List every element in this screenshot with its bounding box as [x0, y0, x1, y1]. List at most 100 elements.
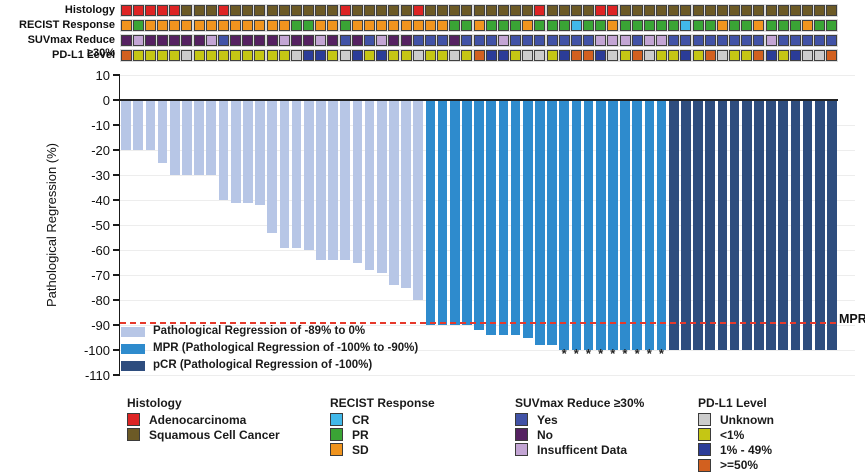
- track-cell: [546, 50, 558, 61]
- legend-swatch: [330, 443, 343, 457]
- track-cell: [400, 50, 412, 61]
- track-cell: [789, 5, 801, 16]
- y-tick-mark: [112, 274, 119, 276]
- track-cell: [668, 50, 680, 61]
- track-cell: [437, 20, 448, 31]
- track-cell: [351, 35, 363, 46]
- track-cell: [485, 20, 497, 31]
- regression-bar: [535, 100, 545, 345]
- legend-swatch: [698, 428, 711, 442]
- track-cell: [230, 5, 242, 16]
- track-cell: [656, 35, 668, 46]
- track-cell: [765, 20, 777, 31]
- track-cell: [363, 5, 375, 16]
- track-cell: [680, 50, 692, 61]
- legend-label: <1%: [720, 427, 745, 442]
- track-cell: [789, 20, 801, 31]
- track-cell: [765, 35, 777, 46]
- track-cell: [473, 5, 485, 16]
- track-cell: [643, 35, 655, 46]
- regression-bar: [827, 100, 837, 350]
- regression-bar: [425, 100, 436, 325]
- track-cell: [510, 50, 522, 61]
- track-cell: [826, 50, 838, 61]
- track-cell: [254, 20, 266, 31]
- track-cell: [497, 50, 509, 61]
- track-cell: [278, 5, 290, 16]
- track-cell: [534, 20, 546, 31]
- track-cell: [643, 5, 655, 16]
- track-cell: [339, 5, 351, 16]
- track-cell: [802, 35, 814, 46]
- track-cell: [497, 5, 509, 16]
- track-cell: [704, 5, 716, 16]
- track-cell: [193, 20, 205, 31]
- track-cell: [120, 20, 132, 31]
- track-cell: [388, 35, 400, 46]
- track-cell: [534, 50, 546, 61]
- track-cell: [534, 35, 546, 46]
- legend-group-title: SUVmax Reduce ≥30%: [515, 396, 645, 410]
- track-cell: [595, 20, 607, 31]
- regression-bar: [766, 100, 776, 350]
- track-cell: [412, 50, 424, 61]
- gridline: [120, 374, 855, 376]
- regression-bar: [608, 100, 618, 350]
- plot-legend-label: pCR (Pathological Regression of -100%): [153, 359, 373, 371]
- track-cell: [802, 50, 814, 61]
- legend-group-title: PD-L1 Level: [698, 396, 767, 410]
- regression-bar: [449, 100, 460, 325]
- track-cell: [814, 5, 826, 16]
- track-cell: [315, 35, 327, 46]
- regression-bar: [437, 100, 448, 325]
- track-cell: [522, 50, 534, 61]
- regression-bar: [230, 100, 241, 203]
- track-cell: [132, 50, 144, 61]
- regression-bar: [364, 100, 375, 270]
- track-cell: [290, 20, 302, 31]
- track-cell: [802, 20, 814, 31]
- track-cell: [510, 5, 522, 16]
- regression-bar: [741, 100, 752, 350]
- regression-bar: [389, 100, 399, 285]
- track-cell: [157, 50, 169, 61]
- regression-bar: [693, 100, 703, 350]
- track-cell: [765, 5, 777, 16]
- y-tick-mark: [112, 324, 119, 326]
- track-cell: [205, 50, 217, 61]
- track-cell: [217, 5, 229, 16]
- track-cell: [814, 20, 826, 31]
- track-cell: [473, 20, 485, 31]
- track-cell: [169, 35, 181, 46]
- track-cell: [120, 50, 132, 61]
- track-cell: [217, 20, 229, 31]
- track-cell: [692, 20, 704, 31]
- track-cell: [680, 35, 692, 46]
- track-cell: [619, 35, 631, 46]
- regression-bar: [206, 100, 217, 175]
- track-cell: [631, 50, 643, 61]
- regression-bar: [145, 100, 156, 150]
- track-cell: [290, 5, 302, 16]
- track-cell: [290, 50, 302, 61]
- track-cell: [570, 20, 582, 31]
- track-cell: [217, 35, 229, 46]
- track-cell: [169, 50, 181, 61]
- regression-bar: [242, 100, 253, 203]
- track-cell: [449, 5, 461, 16]
- track-cell: [400, 35, 412, 46]
- asterisk: *: [573, 346, 579, 361]
- track-cell: [704, 20, 716, 31]
- regression-bar: [498, 100, 509, 335]
- track-cell: [132, 35, 144, 46]
- track-cell: [339, 35, 351, 46]
- track-cell: [716, 35, 728, 46]
- track-cell: [449, 35, 461, 46]
- regression-bar: [328, 100, 338, 260]
- y-tick-mark: [112, 299, 119, 301]
- regression-bar: [316, 100, 326, 260]
- asterisk: *: [634, 346, 640, 361]
- legend-swatch: [330, 428, 343, 442]
- track-label-pdl1: PD-L1 Level: [52, 49, 115, 61]
